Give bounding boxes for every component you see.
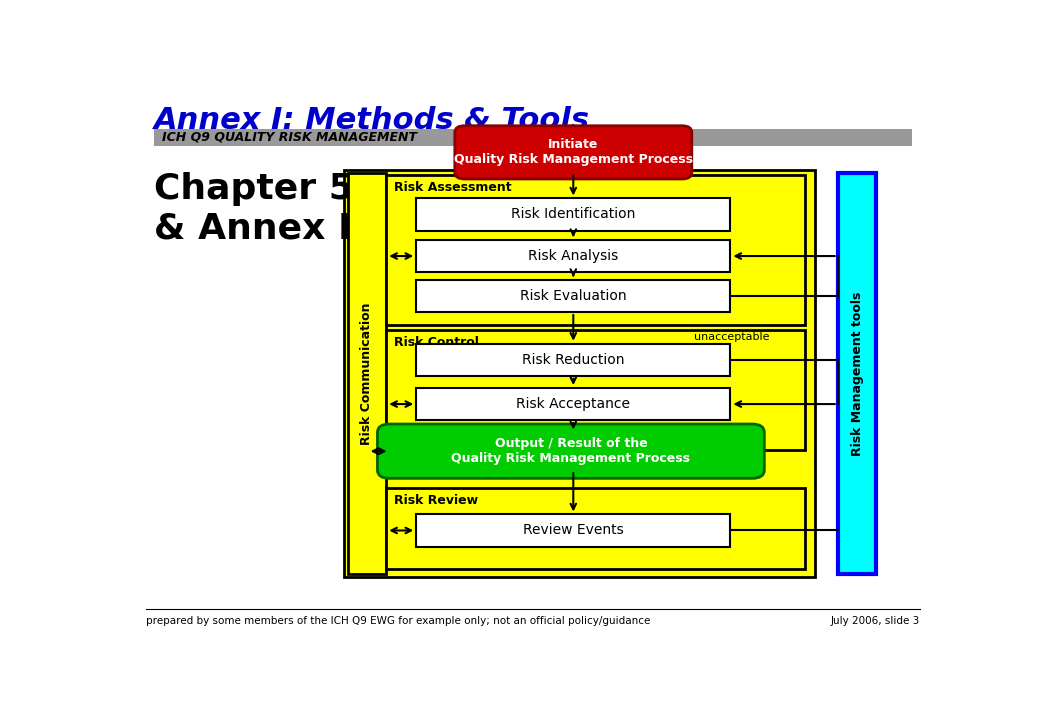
FancyBboxPatch shape bbox=[386, 330, 805, 449]
FancyBboxPatch shape bbox=[416, 343, 730, 376]
Text: July 2006, slide 3: July 2006, slide 3 bbox=[831, 616, 920, 626]
Text: Risk Control: Risk Control bbox=[394, 336, 479, 349]
Text: Risk Evaluation: Risk Evaluation bbox=[520, 289, 627, 303]
Text: Risk Management tools: Risk Management tools bbox=[851, 292, 863, 456]
Text: Chapter 5
& Annex I: Chapter 5 & Annex I bbox=[154, 172, 354, 246]
FancyBboxPatch shape bbox=[378, 424, 764, 478]
Text: Initiate
Quality Risk Management Process: Initiate Quality Risk Management Process bbox=[453, 138, 693, 166]
FancyBboxPatch shape bbox=[416, 240, 730, 272]
FancyBboxPatch shape bbox=[386, 488, 805, 569]
Text: Risk Review: Risk Review bbox=[394, 494, 478, 507]
Text: Risk Reduction: Risk Reduction bbox=[522, 353, 625, 366]
FancyBboxPatch shape bbox=[347, 173, 386, 575]
Text: Output / Result of the
Quality Risk Management Process: Output / Result of the Quality Risk Mana… bbox=[451, 437, 691, 465]
FancyBboxPatch shape bbox=[837, 173, 877, 575]
FancyBboxPatch shape bbox=[386, 175, 805, 325]
FancyBboxPatch shape bbox=[154, 129, 912, 145]
FancyBboxPatch shape bbox=[416, 388, 730, 420]
Text: prepared by some members of the ICH Q9 EWG for example only; not an official pol: prepared by some members of the ICH Q9 E… bbox=[146, 616, 650, 626]
FancyBboxPatch shape bbox=[343, 169, 815, 577]
Text: Risk Acceptance: Risk Acceptance bbox=[516, 397, 630, 411]
FancyBboxPatch shape bbox=[416, 280, 730, 312]
Text: ICH Q9 QUALITY RISK MANAGEMENT: ICH Q9 QUALITY RISK MANAGEMENT bbox=[162, 131, 417, 144]
Text: Risk Assessment: Risk Assessment bbox=[394, 181, 512, 194]
Text: Review Events: Review Events bbox=[523, 523, 624, 537]
FancyBboxPatch shape bbox=[416, 514, 730, 546]
Text: Annex I: Methods & Tools: Annex I: Methods & Tools bbox=[154, 106, 590, 135]
Text: Risk Communication: Risk Communication bbox=[361, 302, 373, 445]
Text: Risk Identification: Risk Identification bbox=[511, 207, 635, 222]
Text: Risk Analysis: Risk Analysis bbox=[528, 249, 619, 263]
Text: unacceptable: unacceptable bbox=[695, 332, 770, 342]
FancyBboxPatch shape bbox=[454, 126, 692, 179]
FancyBboxPatch shape bbox=[416, 199, 730, 230]
